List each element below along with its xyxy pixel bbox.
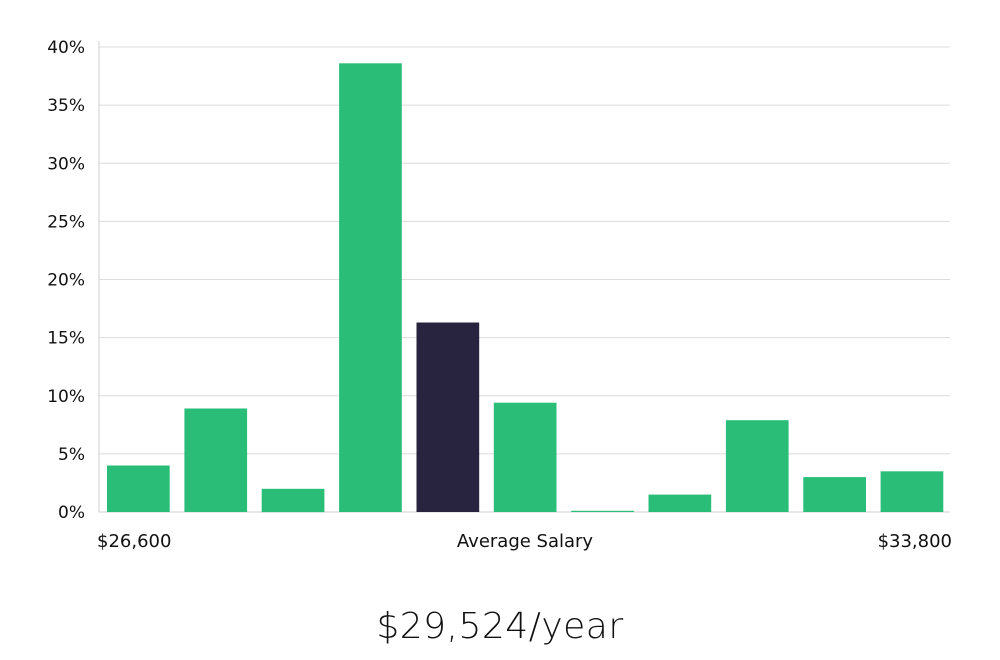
- bar: [725, 420, 789, 512]
- bar: [493, 402, 557, 512]
- bar: [880, 471, 944, 512]
- average-salary-value: $29,524/year: [376, 606, 624, 647]
- y-tick-label: 10%: [47, 387, 85, 407]
- x-max-label: $33,800: [878, 531, 952, 552]
- bar: [261, 488, 325, 513]
- bar: [571, 510, 634, 512]
- y-axis-ticks: 0% 5% 10% 15% 20% 25% 30% 35% 40%: [47, 38, 85, 523]
- y-tick-label: 5%: [58, 445, 85, 465]
- bar-highlight: [416, 322, 480, 512]
- bar: [184, 408, 248, 512]
- bar: [803, 477, 866, 512]
- y-tick-label: 25%: [47, 212, 85, 232]
- salary-distribution-chart: 0% 5% 10% 15% 20% 25% 30% 35% 40% $26,600 Averag…: [47, 38, 952, 552]
- bar: [648, 494, 712, 512]
- y-tick-label: 15%: [47, 329, 85, 349]
- y-tick-label: 30%: [47, 154, 85, 174]
- y-tick-label: 0%: [58, 503, 85, 523]
- bar: [339, 63, 402, 513]
- x-center-label: Average Salary: [457, 531, 594, 552]
- bars: [107, 63, 944, 513]
- x-min-label: $26,600: [97, 531, 171, 552]
- bar: [107, 465, 170, 512]
- y-tick-label: 20%: [47, 271, 85, 291]
- y-tick-label: 35%: [47, 96, 85, 116]
- y-tick-label: 40%: [47, 38, 85, 58]
